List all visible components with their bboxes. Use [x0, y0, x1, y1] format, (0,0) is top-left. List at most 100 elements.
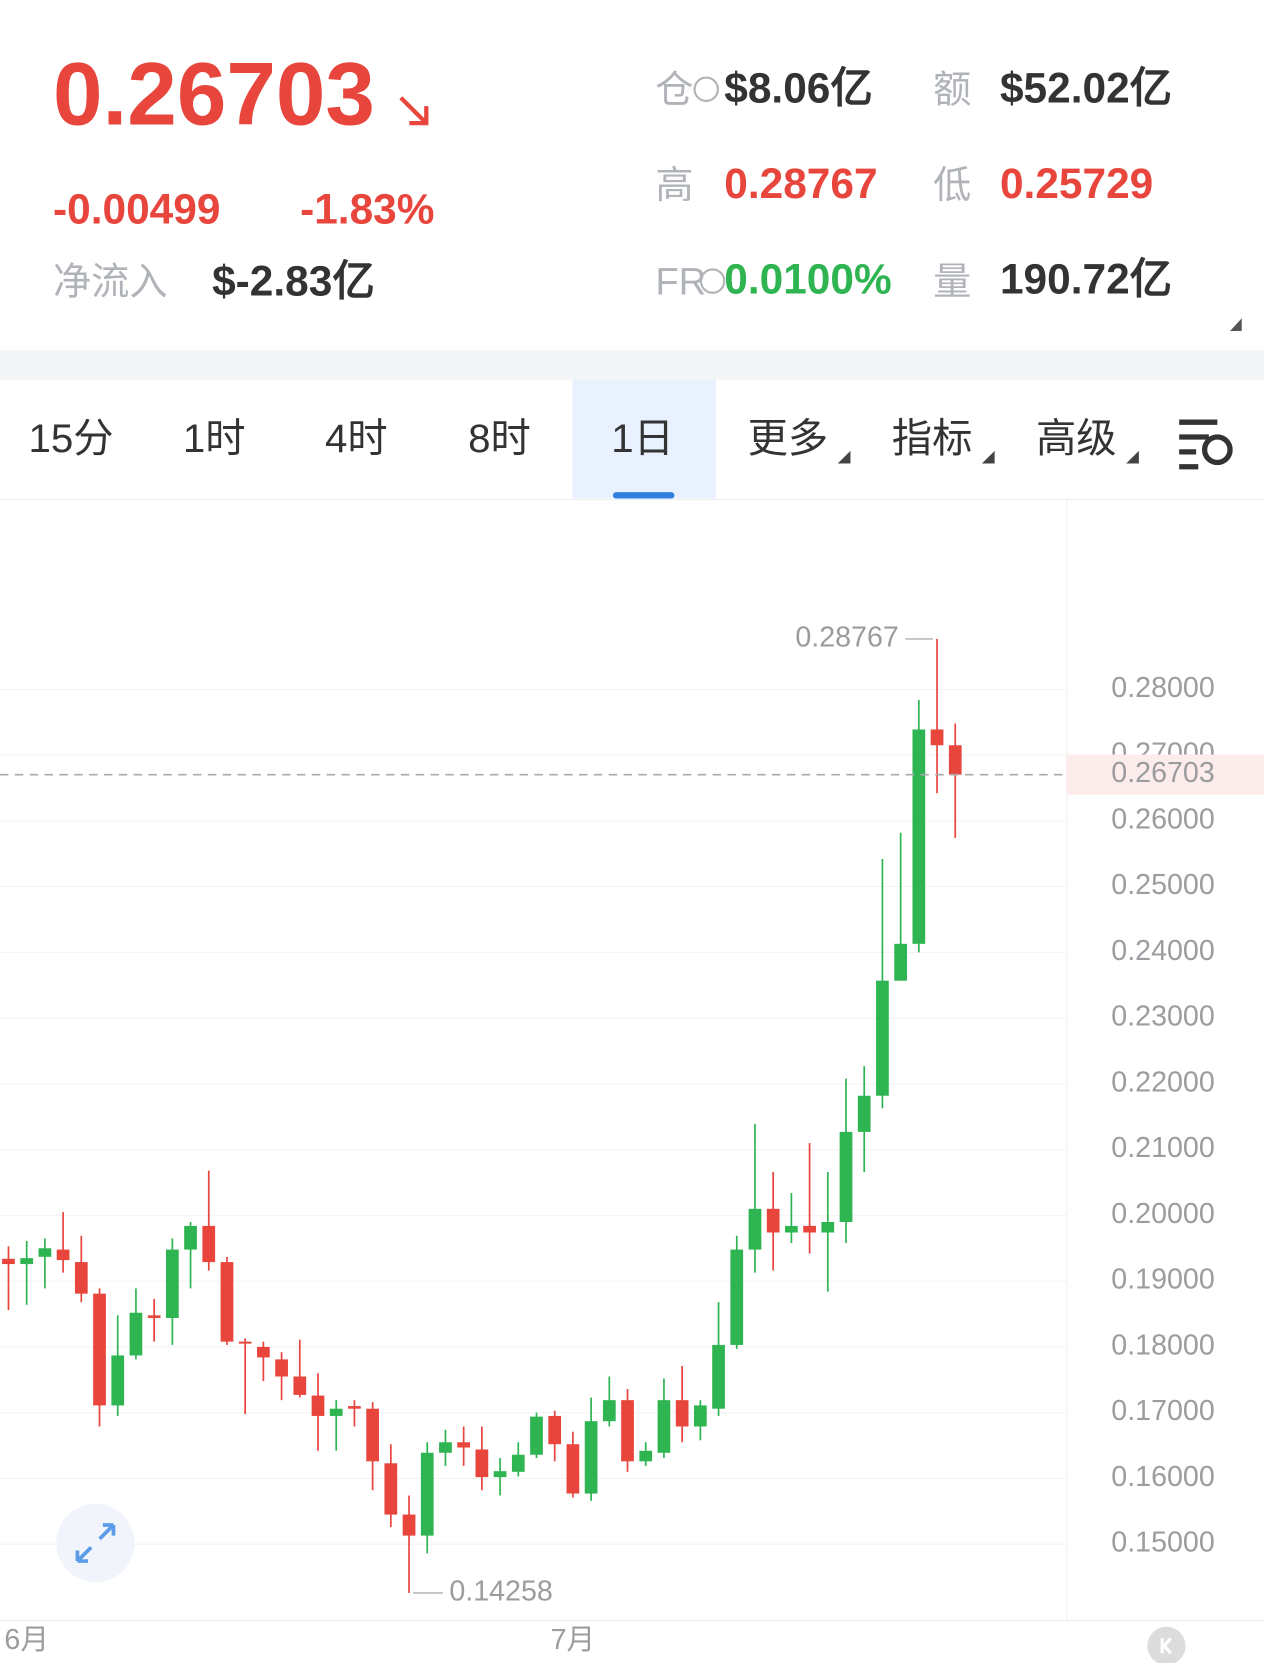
candle-body [147, 1315, 161, 1318]
y-tick-label: 0.28000 [1111, 672, 1214, 704]
candle-body [766, 1208, 780, 1233]
candle-body [712, 1344, 725, 1409]
stat-label: 额 [933, 68, 971, 111]
tab[interactable]: 指标 [892, 416, 973, 461]
candle-body [348, 1406, 361, 1409]
candle-body [511, 1454, 525, 1472]
y-tick-label: 0.15000 [1111, 1527, 1214, 1559]
y-tick-label: 0.17000 [1111, 1395, 1214, 1427]
candle-body [202, 1225, 216, 1263]
last-price-label: 0.26703 [1111, 757, 1214, 789]
candle-body [420, 1452, 434, 1536]
candle-body [257, 1346, 270, 1358]
candle-body [74, 1262, 88, 1294]
x-tick-label: 7月 [551, 1624, 596, 1656]
candle-body [275, 1359, 288, 1377]
tab[interactable]: 1日 [611, 416, 674, 461]
price: 0.26703 [53, 43, 375, 143]
candle-body [785, 1225, 798, 1233]
stat-label: 高 [655, 164, 693, 207]
scroll-latest-button[interactable] [1147, 1626, 1186, 1663]
candle-body [876, 980, 889, 1096]
x-tick-label: 6月 [4, 1624, 49, 1656]
candle-body [293, 1376, 307, 1395]
candle-body [602, 1400, 616, 1422]
candle-body [566, 1444, 580, 1494]
y-tick-label: 0.18000 [1111, 1329, 1214, 1361]
y-tick-label: 0.24000 [1111, 935, 1214, 967]
y-tick-label: 0.22000 [1111, 1066, 1214, 1098]
candle-body [56, 1249, 70, 1261]
tab[interactable]: 4时 [325, 416, 388, 461]
tab[interactable]: 更多 [748, 416, 829, 461]
y-tick-label: 0.19000 [1111, 1264, 1214, 1296]
candle-body [220, 1262, 234, 1342]
candle-body [129, 1312, 143, 1356]
stat-label: 仓 [655, 68, 693, 111]
candle-body [457, 1442, 471, 1448]
change-pct: -1.83% [300, 185, 434, 232]
help-icon[interactable] [693, 76, 719, 102]
settings-icon[interactable] [1179, 419, 1233, 470]
candle-body [857, 1095, 871, 1132]
change: -0.00499 [53, 185, 220, 232]
net-inflow: $-2.83亿 [212, 258, 375, 305]
candle-body [2, 1258, 15, 1265]
down-arrow [399, 96, 429, 126]
candle-body [821, 1221, 835, 1233]
candle-body [693, 1405, 707, 1427]
low-marker-label: 0.14258 [449, 1576, 552, 1608]
candle-body [639, 1450, 653, 1462]
high-marker-label: 0.28767 [795, 621, 898, 653]
y-tick-label: 0.25000 [1111, 869, 1214, 901]
fullscreen-button[interactable] [56, 1503, 135, 1583]
stat-label: 低 [933, 164, 971, 207]
stat-label: 量 [933, 260, 971, 303]
stat-value: $52.02亿 [1000, 65, 1172, 112]
candle-body [329, 1408, 343, 1416]
candle-body [238, 1341, 252, 1344]
plot: 0.15000 0.16000 0.17000 0.18000 0.19000 0.200… [0, 621, 1264, 1656]
y-tick-label: 0.20000 [1111, 1198, 1214, 1230]
candle-body [366, 1408, 379, 1462]
expand-triangle[interactable] [1230, 318, 1242, 331]
candle-body [493, 1471, 507, 1478]
candle-body [930, 729, 944, 746]
candle-body [402, 1514, 416, 1536]
candle-body [20, 1258, 34, 1265]
stat-label: FR [655, 260, 706, 303]
candle-body [948, 745, 962, 775]
stat-value: 0.28767 [724, 160, 877, 207]
tab-bar: 15分 1时 4时 8时 1日 更多 指标 高级 [29, 416, 1117, 461]
candle-body [38, 1248, 52, 1257]
stat-value: 190.72亿 [1000, 255, 1172, 302]
candle-body [548, 1415, 562, 1445]
candle-body [803, 1225, 816, 1233]
y-tick-label: 0.26000 [1111, 803, 1214, 835]
candle-body [730, 1249, 744, 1345]
y-tick-label: 0.23000 [1111, 1001, 1214, 1033]
candle-body [584, 1421, 598, 1494]
help-icon[interactable] [699, 268, 726, 294]
candle-body [93, 1293, 106, 1406]
candle-body [748, 1208, 762, 1250]
candle-body [111, 1355, 125, 1406]
stat-value: 0.25729 [1000, 160, 1153, 207]
stat-value: $8.06亿 [724, 65, 873, 112]
tab[interactable]: 8时 [468, 416, 531, 461]
stat-value: 0.0100% [724, 255, 891, 302]
candle-body [839, 1131, 853, 1222]
candle-body [439, 1442, 452, 1453]
separator [0, 350, 1264, 380]
candle-body [894, 943, 907, 981]
tab-underline [612, 492, 675, 499]
candle-body [657, 1400, 671, 1453]
tab[interactable]: 1时 [183, 416, 246, 461]
candle-body [311, 1395, 325, 1416]
candle-body [475, 1449, 489, 1478]
tab[interactable]: 15分 [29, 416, 114, 461]
tab[interactable]: 高级 [1036, 416, 1117, 461]
y-tick-label: 0.21000 [1111, 1132, 1214, 1164]
